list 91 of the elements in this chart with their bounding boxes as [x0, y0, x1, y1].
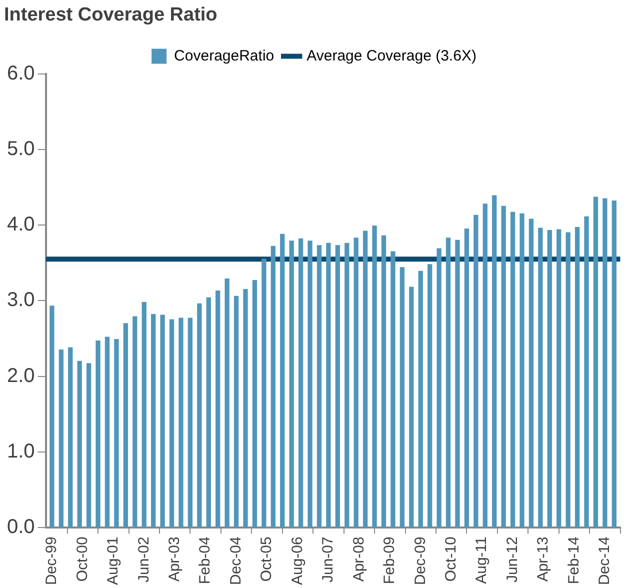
- bar: [206, 297, 211, 528]
- x-tick-label: Jun-02: [135, 536, 152, 583]
- y-tick-label: 5.0: [6, 138, 35, 160]
- bar: [270, 246, 276, 528]
- x-tick-label: Feb-09: [381, 536, 398, 584]
- x-tick-label: Aug-01: [104, 536, 122, 586]
- x-tick-label: Jun-12: [504, 536, 521, 583]
- bar: [474, 214, 478, 528]
- x-tick-label: Dec-04: [227, 536, 244, 585]
- bar: [104, 336, 110, 528]
- bar: [123, 323, 128, 528]
- bar: [68, 347, 73, 528]
- bar: [362, 230, 368, 528]
- x-tick-label: Apr-03: [166, 536, 183, 582]
- bar: [464, 228, 470, 528]
- bar: [418, 270, 423, 528]
- bar: [602, 198, 608, 528]
- y-tick-label: 1.0: [6, 440, 35, 463]
- y-tick-label: 3.0: [6, 289, 35, 312]
- bar: [455, 240, 460, 528]
- legend-label: Average Coverage (3.6X): [306, 47, 476, 64]
- bar: [178, 318, 184, 528]
- bar: [224, 278, 230, 528]
- bar: [593, 196, 598, 528]
- bar: [86, 363, 92, 528]
- bar: [58, 350, 64, 528]
- bar: [252, 280, 258, 528]
- bar: [390, 251, 396, 528]
- bar: [436, 248, 442, 528]
- y-tick-label: 0.0: [6, 516, 35, 538]
- bar: [354, 238, 358, 528]
- bar: [400, 267, 405, 528]
- x-tick-label: Dec-14: [596, 536, 614, 585]
- bar: [151, 314, 156, 528]
- bar: [197, 303, 202, 528]
- bar: [188, 318, 193, 528]
- bar: [547, 230, 552, 528]
- bar: [234, 296, 239, 528]
- bar: [372, 226, 377, 528]
- x-tick-label: Dec-09: [412, 536, 429, 585]
- legend-label: CoverageRatio: [174, 47, 274, 64]
- bar: [114, 338, 119, 528]
- x-tick-label: Oct-00: [74, 536, 91, 582]
- bar: [308, 240, 312, 528]
- bar: [169, 319, 174, 528]
- bar: [584, 216, 589, 528]
- bar: [612, 200, 616, 528]
- bar: [566, 232, 570, 528]
- bar: [289, 240, 294, 528]
- bar: [501, 206, 506, 528]
- bar: [326, 242, 331, 528]
- x-tick-label: Feb-04: [196, 536, 214, 584]
- x-tick-label: Jun-07: [320, 536, 337, 583]
- bar: [142, 302, 146, 528]
- x-tick-label: Apr-08: [350, 536, 368, 582]
- bar: [316, 245, 322, 528]
- bar: [262, 258, 266, 528]
- bar: [381, 235, 386, 528]
- bar: [298, 238, 304, 528]
- bar: [556, 229, 562, 528]
- y-tick-label: 4.0: [6, 214, 35, 236]
- x-tick-label: Aug-06: [288, 536, 306, 586]
- y-tick-label: 2.0: [6, 364, 35, 387]
- bar: [482, 204, 488, 528]
- bar: [216, 290, 220, 528]
- y-tick-label: 6.0: [6, 62, 35, 84]
- bar: [492, 195, 497, 528]
- bar: [446, 238, 451, 528]
- bar: [50, 306, 54, 528]
- bar: [160, 314, 165, 528]
- bar: [243, 289, 248, 528]
- x-tick-label: Feb-14: [565, 536, 582, 584]
- bar: [538, 228, 543, 528]
- bar: [409, 286, 414, 528]
- bar: [280, 234, 285, 528]
- bar: [574, 227, 580, 528]
- chart-title: Interest Coverage Ratio: [4, 4, 218, 26]
- bar: [77, 360, 82, 528]
- bar: [520, 213, 524, 528]
- x-tick-label: Oct-05: [258, 536, 276, 582]
- bar: [428, 264, 432, 528]
- x-tick-label: Dec-99: [43, 536, 60, 585]
- bar: [510, 212, 516, 528]
- bar: [96, 340, 100, 528]
- x-tick-label: Apr-13: [534, 536, 552, 582]
- bar: [335, 245, 340, 528]
- x-tick-label: Oct-10: [442, 536, 460, 582]
- bar: [528, 218, 534, 528]
- x-tick-label: Aug-11: [473, 536, 490, 584]
- bar: [132, 316, 138, 528]
- bar: [344, 242, 350, 528]
